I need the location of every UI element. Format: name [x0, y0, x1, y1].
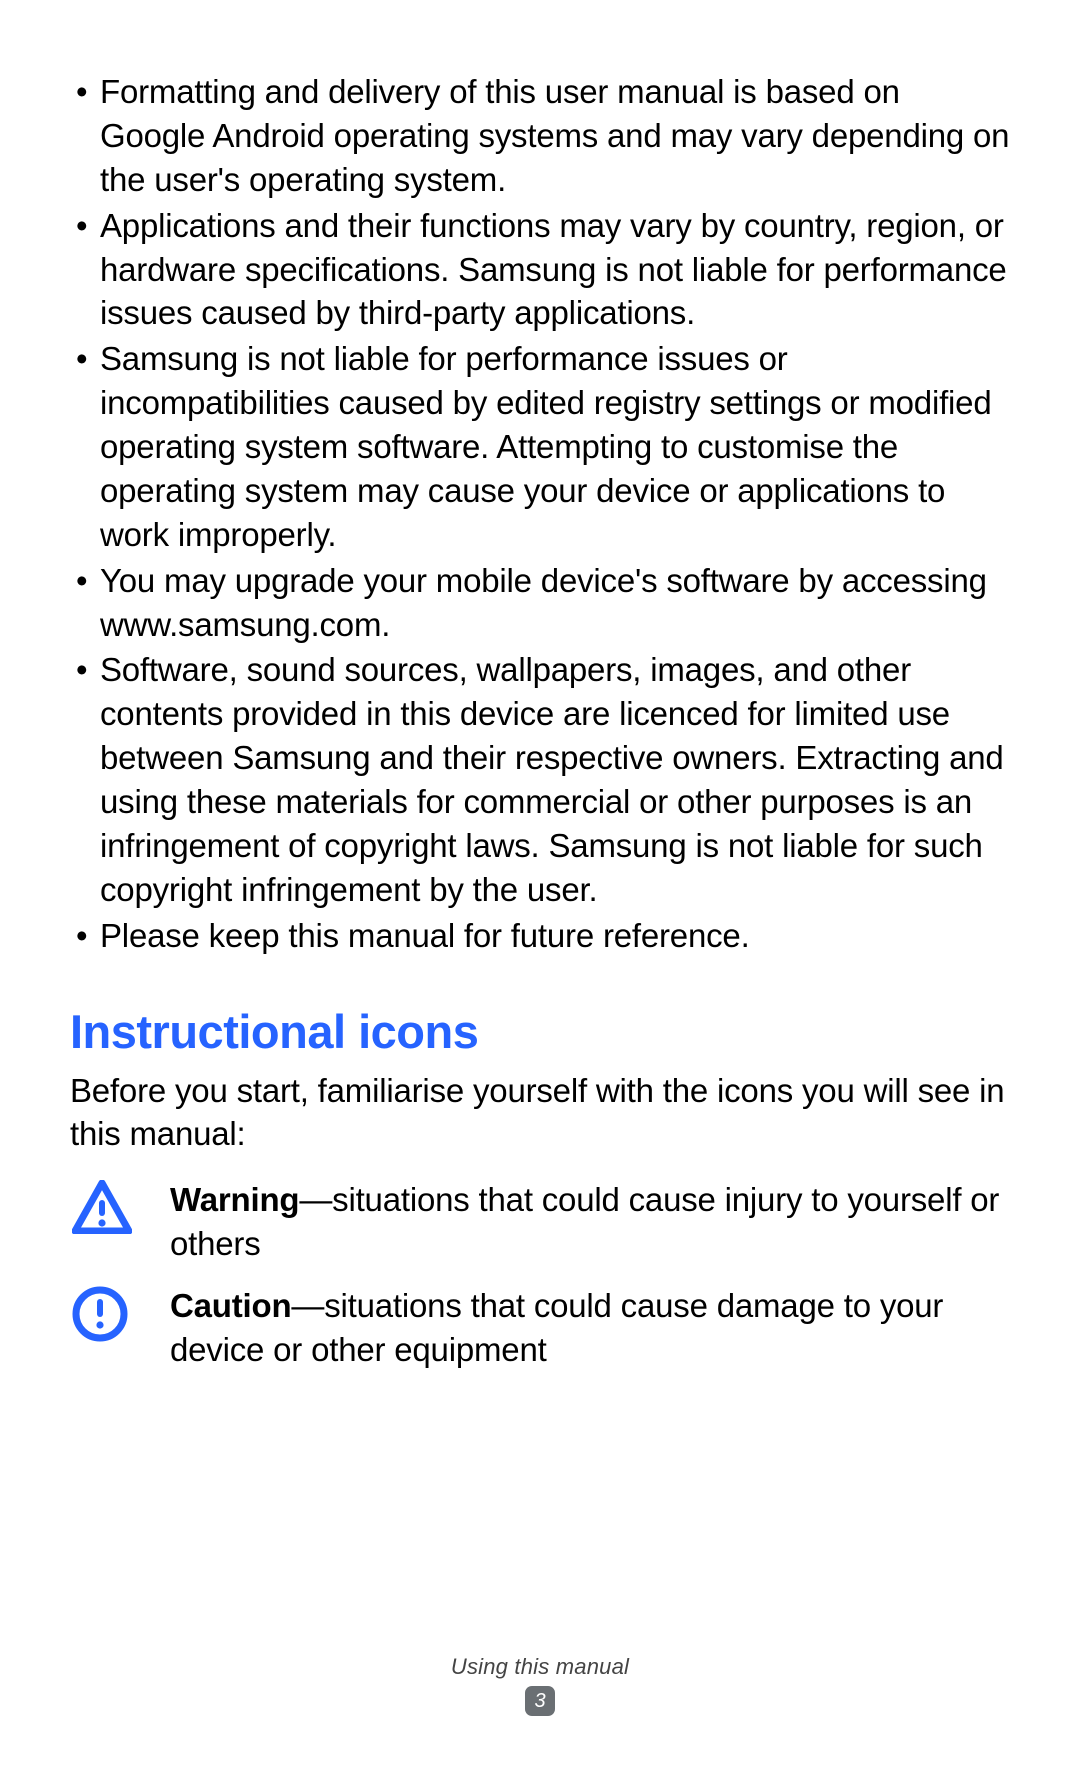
section-heading: Instructional icons: [70, 1004, 1010, 1059]
icon-definition-warning: Warning—situations that could cause inju…: [70, 1178, 1010, 1266]
bullet-list: Formatting and delivery of this user man…: [70, 70, 1010, 958]
page-footer: Using this manual 3: [0, 1654, 1080, 1716]
warning-icon: [70, 1178, 170, 1234]
icon-definition-caution: Caution—situations that could cause dama…: [70, 1284, 1010, 1372]
list-item: Formatting and delivery of this user man…: [100, 70, 1010, 202]
list-item: Samsung is not liable for performance is…: [100, 337, 1010, 556]
list-item: Applications and their functions may var…: [100, 204, 1010, 336]
list-item: Please keep this manual for future refer…: [100, 914, 1010, 958]
footer-section-label: Using this manual: [0, 1654, 1080, 1680]
caution-text: Caution—situations that could cause dama…: [170, 1284, 1010, 1372]
warning-label: Warning: [170, 1181, 299, 1218]
warning-text: Warning—situations that could cause inju…: [170, 1178, 1010, 1266]
caution-label: Caution: [170, 1287, 291, 1324]
section-intro: Before you start, familiarise yourself w…: [70, 1069, 1010, 1157]
list-item: You may upgrade your mobile device's sof…: [100, 559, 1010, 647]
page-number-badge: 3: [525, 1686, 555, 1716]
list-item: Software, sound sources, wallpapers, ima…: [100, 648, 1010, 911]
page-content: Formatting and delivery of this user man…: [0, 0, 1080, 1372]
caution-icon: [70, 1284, 170, 1342]
